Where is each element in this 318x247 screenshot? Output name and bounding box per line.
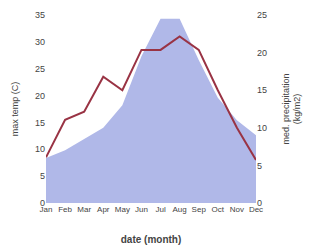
svg-text:Nov: Nov [230, 205, 244, 214]
svg-text:Jul: Jul [155, 205, 165, 214]
svg-text:25: 25 [257, 10, 267, 20]
svg-text:med. precipitation(kg/m2): med. precipitation(kg/m2) [281, 73, 303, 144]
svg-text:20: 20 [35, 91, 45, 101]
svg-text:Sep: Sep [192, 205, 207, 214]
svg-text:Oct: Oct [212, 205, 225, 214]
svg-text:Feb: Feb [58, 205, 72, 214]
svg-text:35: 35 [35, 10, 45, 20]
svg-text:Dec: Dec [249, 205, 263, 214]
svg-text:20: 20 [257, 48, 267, 58]
svg-text:10: 10 [35, 144, 45, 154]
svg-text:Mar: Mar [77, 205, 91, 214]
svg-text:Aug: Aug [173, 205, 187, 214]
svg-text:15: 15 [257, 85, 267, 95]
svg-text:0: 0 [257, 198, 262, 208]
svg-text:30: 30 [35, 37, 45, 47]
svg-text:max temp (C): max temp (C) [10, 82, 20, 137]
svg-text:5: 5 [40, 171, 45, 181]
svg-text:25: 25 [35, 64, 45, 74]
svg-text:May: May [115, 205, 130, 214]
svg-text:10: 10 [257, 123, 267, 133]
svg-text:0: 0 [40, 198, 45, 208]
svg-text:Apr: Apr [97, 205, 110, 214]
svg-text:15: 15 [35, 118, 45, 128]
svg-text:Jan: Jan [40, 205, 53, 214]
svg-text:Jun: Jun [135, 205, 148, 214]
svg-text:date (month): date (month) [121, 234, 182, 245]
svg-text:5: 5 [257, 161, 262, 171]
